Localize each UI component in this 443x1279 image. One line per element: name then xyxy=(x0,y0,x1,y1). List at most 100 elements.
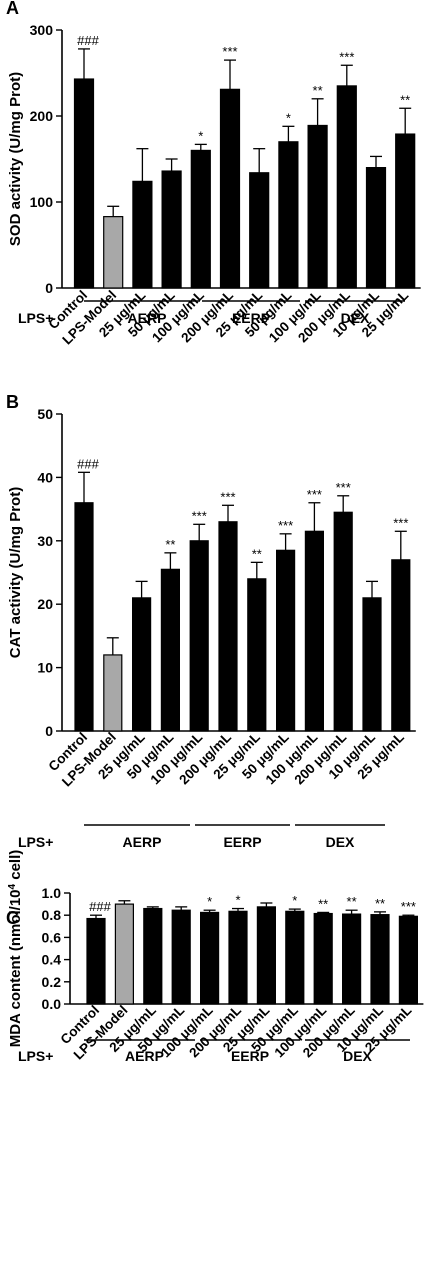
bar xyxy=(132,180,153,289)
bar xyxy=(370,914,390,1005)
panel-C: C 0.0 0.2 0.4 0.6 0.8 1.0 MDA content (nmol/104… xyxy=(6,850,424,1064)
bar xyxy=(161,170,182,289)
significance-label: * xyxy=(207,894,212,909)
bar xyxy=(391,559,411,732)
significance-label: * xyxy=(292,893,297,908)
group-label: DEX xyxy=(341,310,370,326)
significance-label: ### xyxy=(89,899,111,914)
group-label: AERP xyxy=(125,1048,164,1064)
significance-label: *** xyxy=(278,518,293,533)
bar xyxy=(73,78,95,289)
group-label: EERP xyxy=(223,834,261,850)
bar xyxy=(336,85,357,289)
significance-label: * xyxy=(198,128,203,143)
y-axis-label: SOD activity (U/mg Prot) xyxy=(7,72,24,246)
y-axis-label: MDA content (nmol/104 cell) xyxy=(7,850,25,1048)
y-tick-label: 20 xyxy=(37,596,53,612)
significance-label: *** xyxy=(401,899,416,914)
significance-label: ** xyxy=(252,546,262,561)
y-axis-label: CAT activity (U/mg Prot) xyxy=(7,487,24,658)
group-prefix-label: LPS+ xyxy=(18,834,53,850)
significance-label: ** xyxy=(375,896,385,911)
significance-label: ** xyxy=(347,894,357,909)
y-axis-label-suffix: cell) xyxy=(7,850,24,884)
panel-letter: B xyxy=(6,392,19,412)
y-tick-label: 1.0 xyxy=(42,885,62,901)
bar xyxy=(74,502,94,732)
y-tick-label: 200 xyxy=(30,108,54,124)
group-prefix-label: LPS+ xyxy=(18,310,53,326)
bar xyxy=(132,597,152,732)
y-tick-label: 0.6 xyxy=(42,929,62,945)
bar xyxy=(218,521,238,732)
y-tick-label: 50 xyxy=(37,406,53,422)
bar xyxy=(365,167,387,289)
significance-label: *** xyxy=(393,515,408,530)
group-label: AERP xyxy=(123,834,162,850)
significance-label: ** xyxy=(400,92,410,107)
bar xyxy=(143,907,163,1005)
bar xyxy=(249,172,270,289)
bar xyxy=(219,88,241,289)
significance-label: *** xyxy=(307,487,322,502)
significance-label: *** xyxy=(339,49,354,64)
bar xyxy=(307,124,328,289)
bar xyxy=(362,597,382,732)
bar xyxy=(103,216,124,289)
significance-label: *** xyxy=(192,508,207,523)
bar xyxy=(86,917,106,1005)
bar xyxy=(342,913,362,1005)
significance-label: *** xyxy=(220,489,235,504)
y-tick-label: 0.2 xyxy=(42,974,62,990)
y-tick-label: 30 xyxy=(37,533,53,549)
y-tick-label: 0 xyxy=(45,280,53,296)
bar xyxy=(200,911,220,1005)
bar xyxy=(285,910,305,1005)
y-axis-label-superscript: 4 xyxy=(7,883,18,889)
bar xyxy=(276,549,296,732)
bar xyxy=(395,133,416,289)
y-tick-label: 40 xyxy=(37,469,53,485)
bar xyxy=(313,912,333,1005)
group-label: EERP xyxy=(232,310,270,326)
group-label: AERP xyxy=(128,310,167,326)
bar xyxy=(228,910,248,1005)
bar xyxy=(247,578,267,732)
bar xyxy=(304,530,324,732)
panel-letter: A xyxy=(6,0,19,18)
bar xyxy=(160,568,180,732)
significance-label: * xyxy=(286,110,291,125)
y-tick-label: 100 xyxy=(30,194,54,210)
group-label: DEX xyxy=(343,1048,372,1064)
significance-label: * xyxy=(235,893,240,908)
group-label: EERP xyxy=(231,1048,269,1064)
group-label: DEX xyxy=(326,834,355,850)
bar xyxy=(190,149,211,289)
y-tick-label: 0.8 xyxy=(42,907,62,923)
y-tick-label: 10 xyxy=(37,660,53,676)
bar xyxy=(189,540,209,732)
bar xyxy=(278,141,299,289)
significance-label: ** xyxy=(313,83,323,98)
panel-letter: C xyxy=(6,908,19,928)
significance-label: ### xyxy=(77,456,99,471)
significance-label: ** xyxy=(318,896,328,911)
significance-label: ** xyxy=(165,537,175,552)
bar xyxy=(256,906,276,1005)
significance-label: *** xyxy=(222,44,237,59)
y-tick-label: 0 xyxy=(45,723,53,739)
bar xyxy=(114,903,135,1005)
significance-label: *** xyxy=(336,480,351,495)
y-tick-label: 0.4 xyxy=(42,952,62,968)
bar xyxy=(171,909,191,1005)
y-tick-label: 300 xyxy=(30,22,54,38)
y-tick-label: 0.0 xyxy=(42,996,62,1012)
group-prefix-label: LPS+ xyxy=(18,1048,53,1064)
bar xyxy=(333,511,353,732)
significance-label: ### xyxy=(77,33,99,48)
bar xyxy=(398,915,418,1005)
bar xyxy=(103,654,123,732)
